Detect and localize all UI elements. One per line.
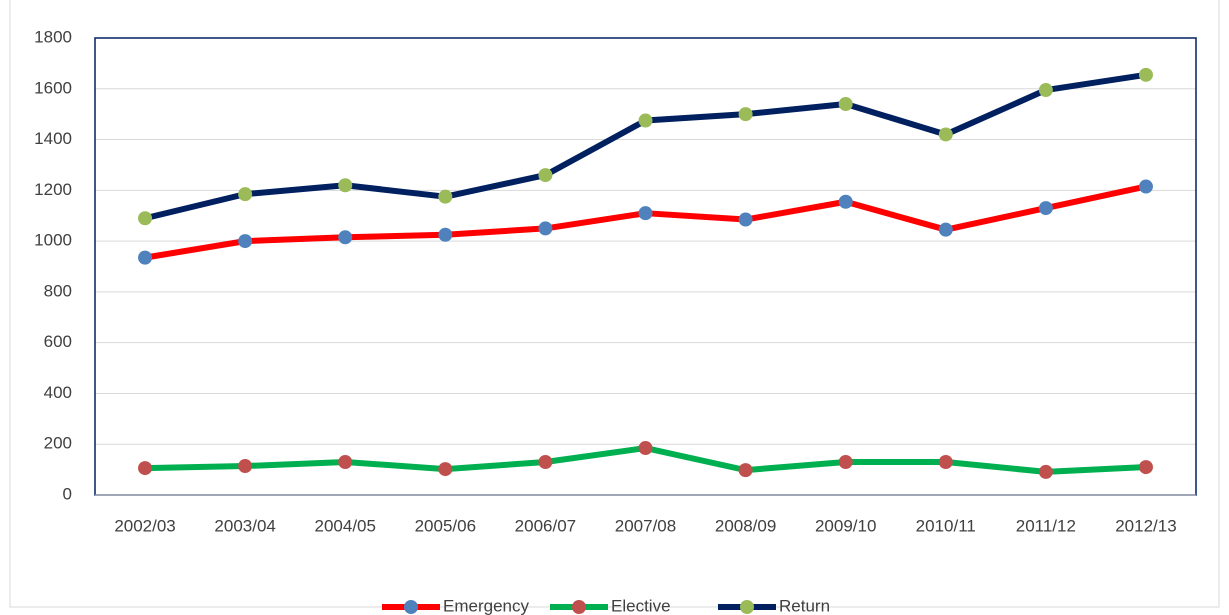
data-point (638, 206, 653, 221)
legend-label: Elective (611, 596, 671, 615)
legend-label: Return (779, 596, 830, 615)
x-tick-label: 2004/05 (315, 516, 376, 535)
y-tick-label: 1000 (34, 231, 72, 250)
data-point (638, 113, 653, 128)
data-point (138, 250, 153, 265)
y-tick-label: 400 (44, 383, 72, 402)
series-line (144, 183, 1147, 261)
data-point (538, 221, 553, 236)
data-point (438, 227, 453, 242)
x-tick-label: 2002/03 (114, 516, 175, 535)
data-point (538, 454, 553, 469)
data-point (938, 454, 953, 469)
data-point (838, 194, 853, 209)
data-point (338, 230, 353, 245)
data-point (738, 212, 753, 227)
series-line (144, 71, 1147, 222)
data-point (1038, 464, 1053, 479)
chart-frame (9, 0, 1220, 608)
y-tick-label: 1200 (34, 180, 72, 199)
plot-border (94, 37, 1197, 496)
data-point (138, 211, 153, 226)
data-point (938, 127, 953, 142)
data-point (538, 168, 553, 183)
y-tick-label: 200 (44, 434, 72, 453)
data-point (1038, 201, 1053, 216)
x-tick-label: 2003/04 (214, 516, 275, 535)
data-point (1038, 83, 1053, 98)
x-tick-label: 2005/06 (415, 516, 476, 535)
data-point (438, 462, 453, 477)
data-point (338, 454, 353, 469)
data-point (1138, 67, 1153, 82)
x-tick-label: 2008/09 (715, 516, 776, 535)
data-point (938, 222, 953, 237)
y-tick-label: 1800 (34, 27, 72, 46)
y-tick-label: 1600 (34, 78, 72, 97)
data-point (238, 187, 253, 202)
data-point (338, 178, 353, 193)
data-point (738, 463, 753, 478)
y-tick-label: 600 (44, 332, 72, 351)
data-point (138, 461, 153, 476)
data-point (1138, 179, 1153, 194)
x-tick-label: 2009/10 (815, 516, 876, 535)
data-point (738, 107, 753, 122)
data-point (238, 234, 253, 249)
legend-label: Emergency (443, 596, 529, 615)
data-point (238, 459, 253, 474)
legend-marker (572, 600, 586, 614)
legend-marker (404, 600, 418, 614)
data-point (438, 189, 453, 204)
y-tick-label: 0 (63, 484, 72, 503)
legend-marker (740, 600, 754, 614)
x-tick-label: 2010/11 (916, 516, 976, 535)
x-tick-label: 2011/12 (1016, 516, 1076, 535)
x-tick-label: 2007/08 (615, 516, 676, 535)
data-point (838, 97, 853, 112)
y-tick-label: 800 (44, 281, 72, 300)
data-point (1138, 460, 1153, 475)
y-tick-label: 1400 (34, 129, 72, 148)
x-tick-label: 2006/07 (515, 516, 576, 535)
data-point (638, 441, 653, 456)
x-tick-label: 2012/13 (1115, 516, 1176, 535)
data-point (838, 454, 853, 469)
